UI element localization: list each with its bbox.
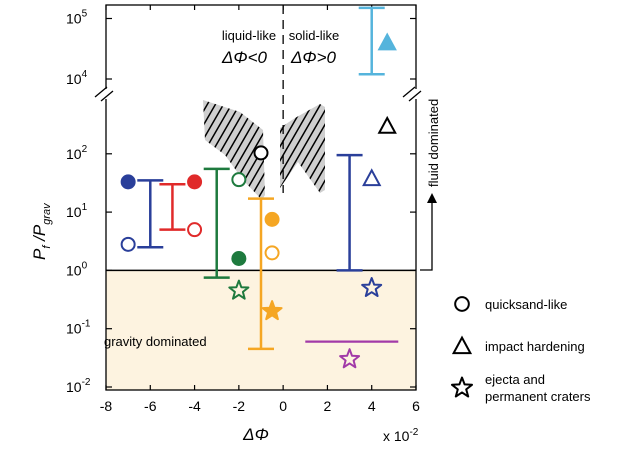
- triangle-marker: [377, 115, 397, 134]
- circle-marker: [264, 211, 280, 227]
- circle-marker: [187, 174, 203, 190]
- solid-like-label: solid-like: [289, 28, 340, 43]
- triangle-marker: [377, 32, 397, 51]
- x-tick-label: -6: [144, 398, 157, 414]
- circle-marker: [120, 174, 136, 190]
- legend-label: quicksand-like: [485, 297, 567, 312]
- data-markers: [120, 32, 397, 369]
- axis-break-right: [402, 86, 422, 102]
- y-tick-label: 101: [66, 202, 88, 220]
- circle-marker: [264, 245, 280, 261]
- error-bars: [137, 6, 399, 351]
- star-marker: [261, 300, 283, 321]
- legend-star-icon: [451, 376, 473, 398]
- x-tick-label: -8: [100, 398, 113, 414]
- star-marker: [228, 279, 250, 300]
- x-tick-label: 6: [412, 398, 420, 414]
- axis-break-left: [94, 86, 114, 102]
- circle-marker: [253, 145, 269, 161]
- y-axis-title: Pf /Pgrav: [30, 202, 53, 260]
- triangle-marker: [362, 168, 382, 187]
- legend: quicksand-like impact hardening ejecta and…: [451, 296, 591, 404]
- x-axis-title: ΔΦ: [242, 425, 269, 444]
- y-tick-label: 10-2: [66, 377, 91, 395]
- liquid-condition-label: ΔΦ<0: [221, 48, 268, 67]
- x-axis-multiplier: x 10-2: [383, 427, 419, 444]
- circle-marker: [231, 250, 247, 266]
- circle-marker: [231, 172, 247, 188]
- legend-label: impact hardening: [485, 339, 585, 354]
- liquid-like-label: liquid-like: [222, 28, 276, 43]
- hatched-region-solid: [280, 104, 325, 193]
- legend-circle-icon: [454, 296, 470, 312]
- y-tick-label: 102: [66, 144, 88, 162]
- plot-frame: [105, 4, 417, 391]
- fluid-dominated-label: fluid dominated: [426, 99, 441, 187]
- x-tick-label: 0: [279, 398, 287, 414]
- solid-condition-label: ΔΦ>0: [290, 48, 337, 67]
- y-tick-label: 10-1: [66, 319, 91, 337]
- x-tick-label: -4: [188, 398, 201, 414]
- x-tick-label: -2: [233, 398, 246, 414]
- y-tick-label: 100: [66, 260, 88, 278]
- y-tick-label: 104: [66, 69, 88, 87]
- star-marker: [339, 348, 361, 369]
- gravity-dominated-label: gravity dominated: [104, 334, 207, 349]
- x-tick-label: 4: [368, 398, 376, 414]
- fluid-dominated-arrow: [420, 193, 437, 271]
- legend-label: permanent craters: [485, 389, 591, 404]
- y-tick-label: 105: [66, 9, 88, 27]
- circle-marker: [187, 222, 203, 238]
- axis-ticks: -8 -6 -4 -2 0 2 4 6 10-2 10-1 100 101 102 104 105: [66, 5, 420, 414]
- legend-triangle-icon: [451, 335, 473, 355]
- legend-label: ejecta and: [485, 372, 545, 387]
- star-marker: [361, 277, 383, 297]
- hatched-region-liquid: [203, 100, 265, 200]
- circle-marker: [120, 236, 136, 252]
- x-tick-label: 2: [324, 398, 332, 414]
